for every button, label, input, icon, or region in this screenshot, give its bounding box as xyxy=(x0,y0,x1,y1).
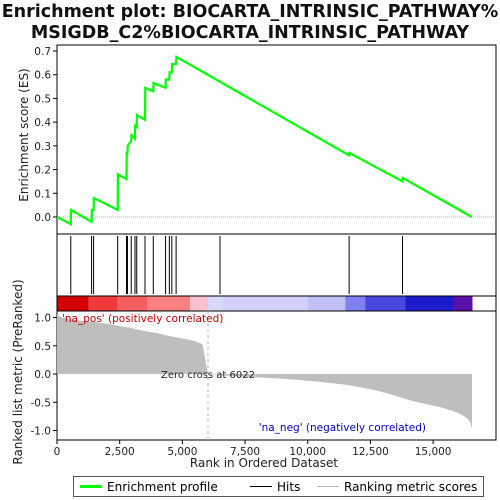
hits-frame xyxy=(56,233,497,297)
metric-y-tick-label: 0.5 xyxy=(34,341,51,353)
legend-metric-label: Ranking metric scores xyxy=(344,480,478,494)
metric-axis-label: Ranked list metric (PreRanked) xyxy=(11,279,25,464)
metric-y-tick-label: -0.5 xyxy=(31,397,52,409)
x-tick-label: 5,000 xyxy=(167,446,197,458)
rank-color-segment xyxy=(307,296,346,311)
legend-hits-label: Hits xyxy=(277,480,301,494)
legend-metric-swatch xyxy=(317,486,339,487)
es-panel: 0.0 0.1 0.2 0.3 0.4 0.5 0.6 0.7 xyxy=(34,44,497,235)
es-y-tick-label: 0.0 xyxy=(34,212,51,224)
x-tick-label: 12,500 xyxy=(352,446,389,458)
pos-correlated-label: 'na_pos' (positively correlated) xyxy=(62,313,223,325)
es-y-tick-label: 0.5 xyxy=(34,93,51,105)
rank-color-segment xyxy=(117,296,148,311)
rank-color-segment xyxy=(88,296,118,311)
legend-profile-swatch xyxy=(80,485,102,488)
es-plot-frame xyxy=(56,44,497,235)
legend: Enrichment profile Hits Ranking metric s… xyxy=(73,476,484,497)
zero-cross-label: Zero cross at 6022 xyxy=(161,370,255,381)
x-tick-label: 10,000 xyxy=(289,446,326,458)
hits-panel xyxy=(56,233,497,297)
x-tick-label: 15,000 xyxy=(415,446,452,458)
es-y-tick-label: 0.4 xyxy=(34,117,51,129)
plot-title-line-1: Enrichment plot: BIOCARTA_INTRINSIC_PATH… xyxy=(1,2,499,22)
es-y-tick-label: 0.2 xyxy=(34,165,51,177)
metric-y-tick-label: 0.0 xyxy=(34,369,51,381)
es-axis-label: Enrichment score (ES) xyxy=(17,68,31,201)
chart-svg: 0.0 0.1 0.2 0.3 0.4 0.5 0.6 0.7 -1.0 -0.5 0.0 0.5 1… xyxy=(11,44,497,470)
es-y-tick-label: 0.3 xyxy=(34,141,51,153)
rank-color-segment xyxy=(208,296,223,311)
rank-color-segment xyxy=(453,296,473,311)
x-axis-label: Rank in Ordered Dataset xyxy=(190,456,338,470)
metric-y-tick-label: -1.0 xyxy=(31,426,52,438)
es-y-tick-label: 0.7 xyxy=(34,46,51,58)
legend-profile-label: Enrichment profile xyxy=(107,480,218,494)
rank-color-segment xyxy=(365,296,407,311)
x-tick-label: 2,500 xyxy=(105,446,135,458)
metric-y-tick-label: 1.0 xyxy=(34,313,51,325)
legend-hits-swatch xyxy=(250,486,272,487)
rank-color-bar xyxy=(56,295,497,312)
rank-color-segment xyxy=(189,296,209,311)
x-tick-label: 7,500 xyxy=(230,446,260,458)
es-y-tick-label: 0.6 xyxy=(34,70,51,82)
rank-color-segment xyxy=(345,296,366,311)
plot-title-line-2: MSIGDB_C2%BIOCARTA_INTRINSIC_PATHWAY xyxy=(30,23,470,43)
rank-color-segment xyxy=(57,296,89,311)
x-tick-label: 0 xyxy=(54,446,61,458)
neg-correlated-label: 'na_neg' (negatively correlated) xyxy=(259,422,426,434)
enrichment-profile-line xyxy=(56,55,473,226)
rank-color-segment xyxy=(222,296,309,311)
rank-color-segment xyxy=(405,296,454,311)
ranking-metric-area xyxy=(57,314,472,429)
es-y-tick-label: 0.1 xyxy=(34,188,51,200)
metric-panel: -1.0 -0.5 0.0 0.5 1.0 0 2,500 5,000 7,500 10,000 1… xyxy=(31,310,497,458)
rank-color-segment xyxy=(147,296,191,311)
